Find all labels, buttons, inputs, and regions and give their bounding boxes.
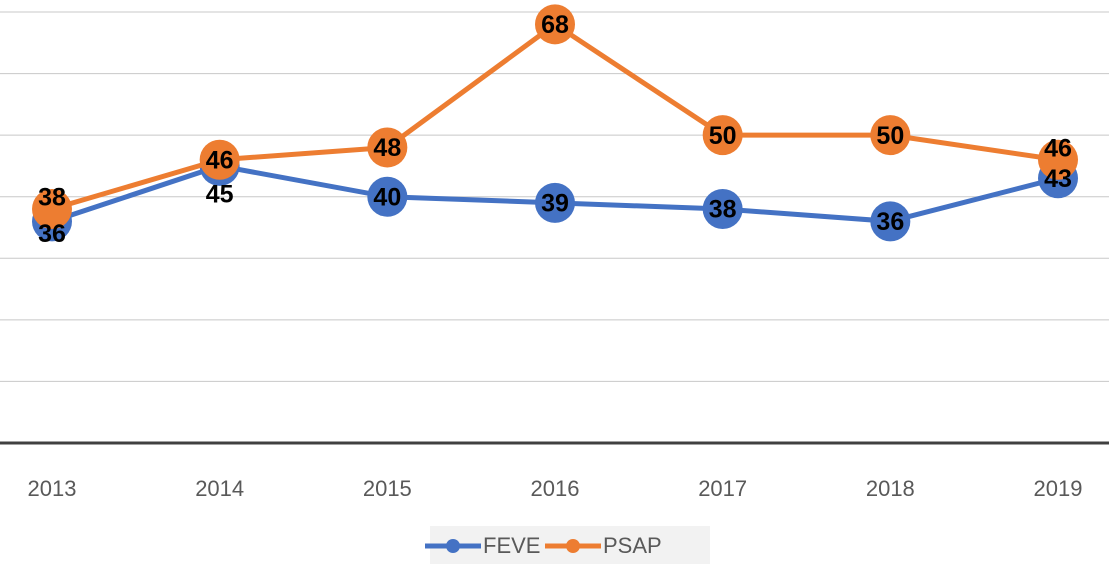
marker: [870, 201, 911, 242]
marker: [535, 4, 575, 45]
x-tick-label: 2016: [531, 476, 580, 501]
marker: [535, 182, 575, 223]
x-tick-label: 2013: [28, 476, 77, 501]
data-label: 38: [709, 196, 737, 224]
data-label: 48: [373, 134, 401, 162]
marker: [870, 115, 911, 156]
data-label: 36: [876, 208, 904, 236]
data-label: 45: [206, 181, 234, 209]
marker: [367, 127, 408, 168]
x-tick-label: 2018: [866, 476, 915, 501]
x-tick-label: 2019: [1034, 476, 1083, 501]
data-label: 40: [373, 183, 401, 211]
legend-label: PSAP: [603, 533, 662, 558]
legend-marker: [566, 539, 580, 553]
marker: [367, 176, 408, 217]
data-label: 36: [38, 220, 66, 248]
data-label: 46: [206, 146, 234, 174]
marker: [1038, 139, 1078, 180]
x-tick-label: 2017: [698, 476, 747, 501]
x-tick-label: 2014: [195, 476, 244, 501]
data-label: 38: [38, 184, 66, 212]
marker: [32, 189, 72, 230]
data-label: 43: [1044, 165, 1072, 193]
legend-label: FEVE: [483, 533, 540, 558]
data-label: 50: [709, 122, 737, 150]
data-label: 50: [876, 122, 904, 150]
data-label: 68: [541, 11, 569, 39]
marker: [702, 189, 743, 230]
legend-marker: [446, 539, 460, 553]
data-label: 46: [1044, 134, 1072, 162]
series-line: [51, 21, 1059, 212]
data-label: 39: [541, 189, 569, 217]
marker: [199, 139, 240, 180]
marker: [702, 115, 743, 156]
x-tick-label: 2015: [363, 476, 412, 501]
